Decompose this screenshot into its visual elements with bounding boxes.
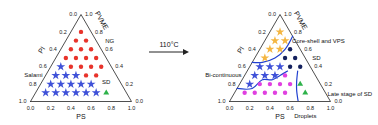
svg-text:0.8: 0.8: [228, 81, 236, 87]
svg-text:0.8: 0.8: [29, 81, 37, 87]
svg-text:0.2: 0.2: [47, 105, 55, 111]
svg-text:0.6: 0.6: [87, 105, 95, 111]
svg-text:0.0: 0.0: [69, 11, 77, 17]
svg-text:0.6: 0.6: [39, 63, 47, 69]
svg-text:0.6: 0.6: [286, 105, 294, 111]
svg-text:PI: PI: [37, 45, 46, 54]
svg-text:0.0: 0.0: [268, 11, 276, 17]
svg-text:0.6: 0.6: [304, 46, 312, 52]
svg-text:0.4: 0.4: [266, 105, 274, 111]
svg-text:SD: SD: [102, 79, 111, 85]
svg-text:0.2: 0.2: [59, 29, 67, 35]
svg-text:0.4: 0.4: [67, 105, 75, 111]
svg-text:1.0: 1.0: [284, 11, 292, 17]
svg-text:PI: PI: [236, 45, 245, 54]
svg-text:Bi-continuous: Bi-continuous: [205, 72, 241, 78]
svg-text:0.2: 0.2: [324, 81, 332, 87]
svg-text:0.8: 0.8: [95, 29, 103, 35]
svg-text:0.8: 0.8: [306, 105, 314, 111]
svg-text:1.0: 1.0: [19, 98, 27, 104]
svg-text:0.0: 0.0: [226, 105, 234, 111]
svg-text:Late stage of SD: Late stage of SD: [327, 91, 372, 97]
svg-text:1.0: 1.0: [218, 98, 226, 104]
svg-text:0.0: 0.0: [136, 98, 144, 104]
svg-text:0.2: 0.2: [258, 29, 266, 35]
svg-text:0.0: 0.0: [27, 105, 35, 111]
svg-text:0.2: 0.2: [246, 105, 254, 111]
svg-text:110°C: 110°C: [159, 41, 178, 48]
svg-text:PS: PS: [275, 113, 285, 120]
svg-text:0.8: 0.8: [294, 29, 302, 35]
svg-text:0.6: 0.6: [238, 63, 246, 69]
svg-text:1.0: 1.0: [327, 105, 335, 111]
svg-text:PVME: PVME: [94, 10, 110, 31]
svg-text:PS: PS: [76, 113, 86, 120]
svg-text:0.4: 0.4: [248, 46, 256, 52]
svg-text:0.4: 0.4: [115, 63, 123, 69]
svg-text:0.2: 0.2: [125, 81, 133, 87]
svg-text:1.0: 1.0: [128, 105, 136, 111]
svg-text:SD: SD: [312, 55, 321, 61]
svg-text:0.8: 0.8: [107, 105, 115, 111]
svg-text:NG: NG: [105, 38, 114, 44]
svg-text:Droplets: Droplets: [294, 113, 316, 119]
svg-text:0.0: 0.0: [335, 98, 343, 104]
svg-text:PVME: PVME: [293, 10, 309, 31]
svg-text:Salami: Salami: [24, 72, 42, 78]
svg-text:1.0: 1.0: [85, 11, 93, 17]
svg-text:0.4: 0.4: [49, 46, 57, 52]
svg-text:Core-shell and VPS: Core-shell and VPS: [292, 38, 345, 44]
svg-text:0.6: 0.6: [105, 46, 113, 52]
svg-text:0.4: 0.4: [314, 63, 322, 69]
